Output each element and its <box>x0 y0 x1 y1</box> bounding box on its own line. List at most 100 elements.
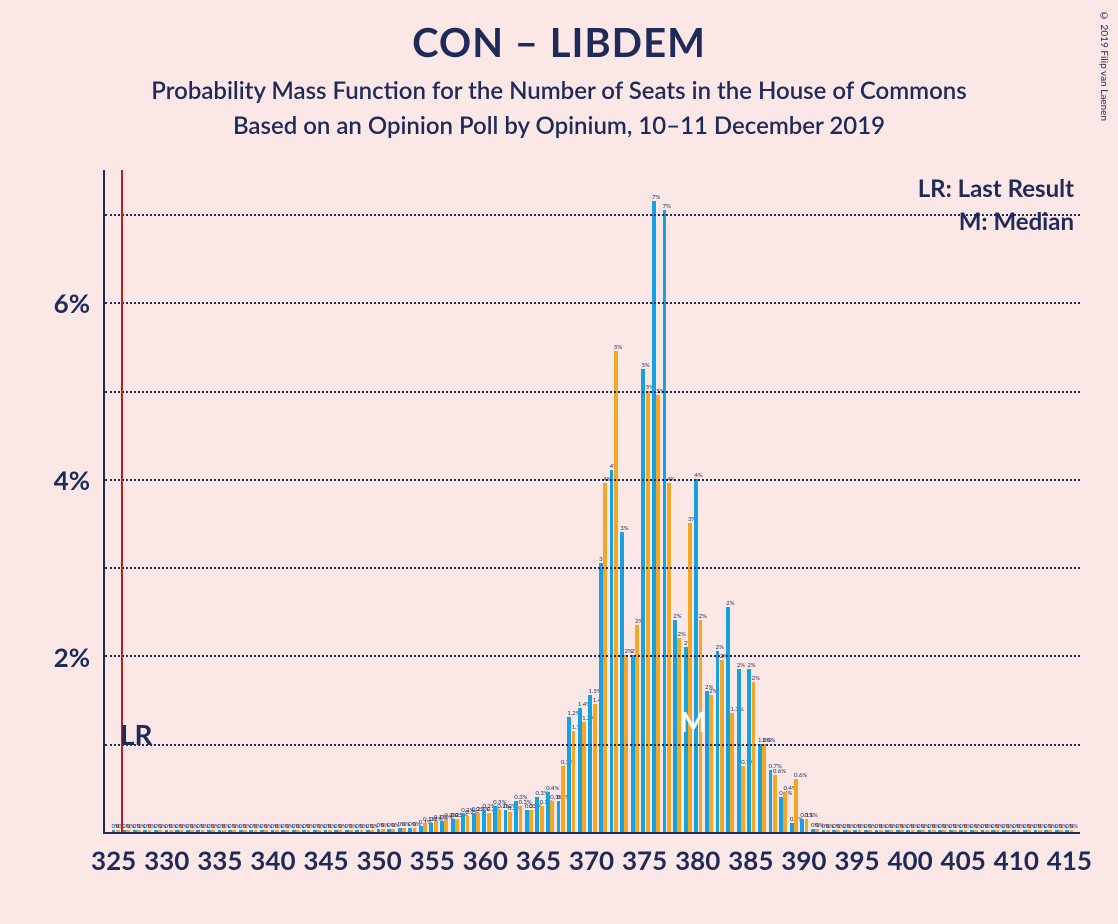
bar-group: 0%0% <box>820 170 831 832</box>
bar-value-label: 0% <box>928 823 932 830</box>
bar-orange: 0% <box>1017 830 1021 832</box>
bar-value-label: 0% <box>1059 823 1063 830</box>
bar-group: 0%0% <box>863 170 874 832</box>
bar-value-label: 0% <box>917 823 921 830</box>
grid-line-major <box>105 655 1080 657</box>
bar-orange: 0.6% <box>773 775 777 832</box>
bar-orange: 0% <box>232 830 236 832</box>
bar-value-label: 4% <box>610 463 614 470</box>
bar-blue: 0.1% <box>440 821 444 832</box>
bar-group: 0%0% <box>937 170 948 832</box>
x-tick-label: 390 <box>781 844 826 876</box>
x-tick-label: 370 <box>569 844 614 876</box>
bar-value-label: 2% <box>747 662 751 669</box>
bar-value-label: 4% <box>694 472 698 479</box>
bar-group: 0.3%0.2% <box>492 170 503 832</box>
bar-blue: 0% <box>355 830 359 832</box>
bar-value-label: 0% <box>222 823 226 830</box>
bar-value-label: 0% <box>853 823 857 830</box>
bar-value-label: 2% <box>709 688 713 695</box>
median-label: M <box>680 704 706 738</box>
bar-blue: 0% <box>906 830 910 832</box>
x-tick-label: 385 <box>728 844 773 876</box>
chart-subtitle-2: Based on an Opinion Poll by Opinium, 10–… <box>0 111 1118 140</box>
bar-value-label: 0% <box>1012 823 1016 830</box>
bar-orange: 0% <box>391 829 395 832</box>
bar-value-label: 0% <box>228 823 232 830</box>
bar-group: 0.3%0.3% <box>513 170 524 832</box>
bar-value-label: 2% <box>752 675 756 682</box>
bar-orange: 0.3% <box>540 806 544 832</box>
bar-value-label: 0% <box>112 823 116 830</box>
bar-group: 0%0% <box>269 170 280 832</box>
bar-blue: 0.1% <box>429 823 433 832</box>
bar-value-label: 0% <box>137 823 141 830</box>
bar-blue: 0% <box>970 830 974 832</box>
bar-value-label: 1.4% <box>578 701 582 708</box>
bar-value-label: 0% <box>811 822 815 829</box>
bar-value-label: 0% <box>832 823 836 830</box>
bar-group: 0%0% <box>259 170 270 832</box>
chart-subtitle-1: Probability Mass Function for the Number… <box>0 76 1118 105</box>
bar-orange: 0% <box>953 830 957 832</box>
bar-value-label: 2% <box>673 613 677 620</box>
bar-group: 7%5% <box>651 170 662 832</box>
bar-orange: 0.2% <box>466 816 470 832</box>
bar-group: 0.1%0.1% <box>428 170 439 832</box>
bar-group: 0%0% <box>322 170 333 832</box>
x-tick-label: 395 <box>834 844 879 876</box>
bar-orange: 0% <box>1070 830 1074 832</box>
bar-blue: 0% <box>154 830 158 832</box>
bar-value-label: 0.6% <box>794 772 798 779</box>
bar-orange: 0% <box>254 830 258 832</box>
bar-blue: 0% <box>271 830 275 832</box>
bar-blue: 0.4% <box>546 792 550 832</box>
bar-group: 0.1%0.1% <box>799 170 810 832</box>
bar-orange: 0% <box>868 830 872 832</box>
bar-group: 0.4%0.4% <box>778 170 789 832</box>
bar-group: 0%0% <box>1032 170 1043 832</box>
bar-orange: 0.6% <box>794 779 798 832</box>
bar-value-label: 0% <box>864 823 868 830</box>
bar-group: 0%0% <box>343 170 354 832</box>
bar-orange: 0% <box>317 830 321 832</box>
bar-blue: 0.1% <box>419 826 423 832</box>
bar-value-label: 0.2% <box>482 803 486 810</box>
bar-value-label: 0% <box>815 822 819 829</box>
bar-value-label: 0.7% <box>769 763 773 770</box>
bar-group: 0%0% <box>365 170 376 832</box>
bar-group: 0.2%0.2% <box>449 170 460 832</box>
bar-group: 0%0% <box>1064 170 1075 832</box>
bar-orange: 0% <box>349 830 353 832</box>
bar-blue: 0% <box>949 830 953 832</box>
bar-value-label: 0% <box>260 823 264 830</box>
chart-titles: CON – LIBDEM Probability Mass Function f… <box>0 0 1118 140</box>
x-tick-label: 380 <box>675 844 720 876</box>
bar-value-label: 0% <box>254 823 258 830</box>
x-tick-label: 400 <box>887 844 932 876</box>
bar-group: 0%0% <box>301 170 312 832</box>
bar-blue: 0% <box>875 830 879 832</box>
bar-blue: 0.2% <box>504 810 508 832</box>
bar-value-label: 0% <box>991 823 995 830</box>
bar-blue: 0% <box>281 830 285 832</box>
bar-value-label: 0% <box>148 823 152 830</box>
bar-group: 5%5% <box>640 170 651 832</box>
bar-value-label: 0% <box>1006 823 1010 830</box>
bar-blue: 0% <box>885 830 889 832</box>
grid-line-major <box>105 479 1080 481</box>
bar-blue: 0% <box>1002 830 1006 832</box>
bar-group: 1.5%1.4% <box>587 170 598 832</box>
bar-value-label: 0% <box>981 823 985 830</box>
bar-blue: 0% <box>1055 830 1059 832</box>
bar-value-label: 0% <box>186 823 190 830</box>
bar-value-label: 0% <box>408 821 412 828</box>
bar-blue: 0% <box>366 830 370 832</box>
bar-blue: 0% <box>981 830 985 832</box>
bar-blue: 0% <box>811 829 815 832</box>
bar-value-label: 0% <box>190 823 194 830</box>
bar-value-label: 0% <box>143 823 147 830</box>
bar-value-label: 0.2% <box>472 806 476 813</box>
bar-value-label: 3% <box>620 525 624 532</box>
bar-value-label: 0.1% <box>434 814 438 821</box>
